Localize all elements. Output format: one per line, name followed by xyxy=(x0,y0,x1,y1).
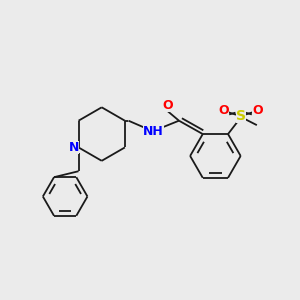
Text: N: N xyxy=(69,141,79,154)
Text: O: O xyxy=(252,104,263,117)
Text: NH: NH xyxy=(143,124,164,138)
Text: O: O xyxy=(162,99,173,112)
Text: O: O xyxy=(218,104,229,117)
Text: S: S xyxy=(236,109,245,123)
